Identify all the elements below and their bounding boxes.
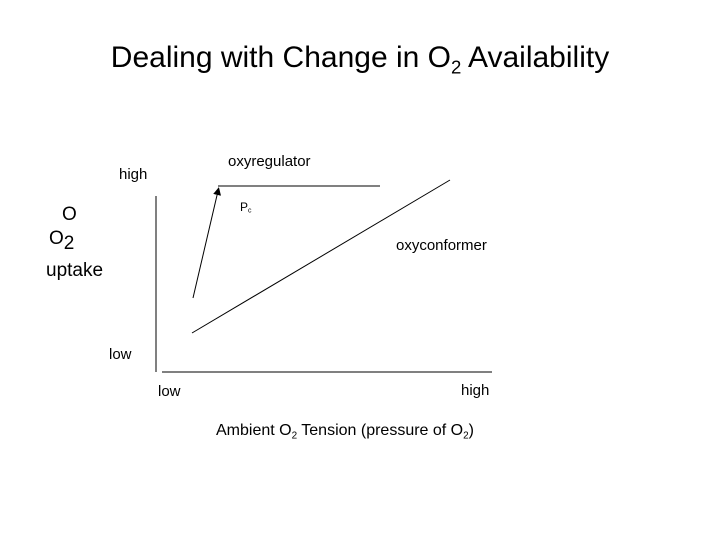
x-axis-title-part3: ) xyxy=(468,422,474,439)
y-axis-title-line2: O2 xyxy=(49,228,74,255)
pc-label-subscript: c xyxy=(248,207,252,215)
x-axis-low-label: low xyxy=(158,383,181,400)
oxyregulator-label: oxyregulator xyxy=(228,153,311,170)
x-axis-title-sub2: 2 xyxy=(463,430,469,442)
oxyconformer-label: oxyconformer xyxy=(396,237,487,254)
y-axis-title-line1: O xyxy=(62,204,77,225)
x-axis-high-label: high xyxy=(461,382,490,399)
title-rest: Availability xyxy=(461,41,610,74)
pc-arrow xyxy=(192,187,221,299)
y-axis-low-label: low xyxy=(109,346,132,363)
x-axis-title-sub1: 2 xyxy=(291,430,298,442)
title-subscript: 2 xyxy=(450,56,462,78)
pc-label-main: P xyxy=(240,200,249,214)
slide-title: Dealing with Change in O2 Availability xyxy=(0,38,720,88)
oxyconformer-line xyxy=(191,179,451,334)
pc-label: Pc xyxy=(240,200,252,214)
title-text: Dealing with Change in O xyxy=(110,41,451,74)
x-axis-title-part1: Ambient O xyxy=(216,422,292,439)
y-axis-title-o: O xyxy=(49,228,64,249)
y-axis-high-label: high xyxy=(119,166,148,183)
y-axis-title-uptake: uptake xyxy=(46,260,104,281)
y-axis-title-subscript: 2 xyxy=(63,232,75,254)
x-axis-title-part2: Tension (pressure of O xyxy=(297,422,464,439)
x-axis-title: Ambient O2 Tension (pressure of O2) xyxy=(216,422,474,441)
